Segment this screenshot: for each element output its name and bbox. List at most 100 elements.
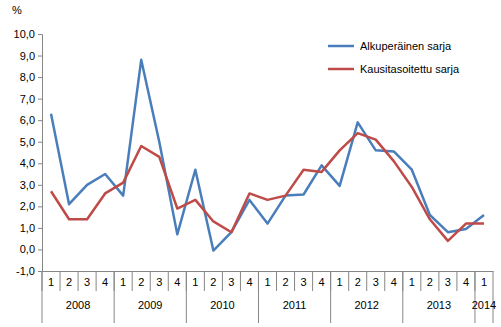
chart: -1,00,01,02,03,04,05,06,07,08,09,010,012…	[0, 0, 501, 327]
x-tick: 2	[138, 271, 144, 288]
group-label: 2009	[138, 299, 162, 311]
y-tick-label: 4,0	[20, 157, 35, 169]
x-separators	[42, 271, 493, 323]
group-label: 2014	[472, 299, 496, 311]
x-tick-label: 3	[445, 276, 451, 288]
y-tick: 10,0	[14, 28, 42, 40]
group-separator	[330, 271, 331, 323]
series-line	[51, 60, 484, 251]
x-tick-label: 3	[228, 276, 234, 288]
y-tick-mark	[38, 185, 42, 186]
x-separator	[312, 271, 313, 291]
x-tick-label: 2	[138, 276, 144, 288]
y-tick: 6,0	[20, 114, 42, 126]
x-tick-label: 3	[156, 276, 162, 288]
legend-item: Alkuperäinen sarja	[328, 40, 452, 52]
x-separator	[438, 271, 439, 291]
x-tick: 1	[264, 271, 270, 288]
legend: Alkuperäinen sarja Kausitasoitettu sarja	[328, 40, 460, 75]
x-tick: 4	[319, 271, 325, 288]
group-separator	[42, 271, 43, 323]
y-tick-label: -1,0	[16, 265, 35, 277]
x-tick-label: 1	[264, 276, 270, 288]
x-tick: 3	[228, 271, 234, 288]
series-line	[51, 133, 484, 241]
x-tick: 1	[48, 271, 54, 288]
y-tick-mark	[38, 99, 42, 100]
x-tick-label: 4	[391, 276, 397, 288]
y-tick-mark	[38, 249, 42, 250]
x-separator	[294, 271, 295, 291]
x-tick-label: 4	[246, 276, 252, 288]
y-tick-mark	[38, 34, 42, 35]
x-tick: 2	[66, 271, 72, 288]
group-separator	[258, 271, 259, 323]
y-tick-mark	[38, 77, 42, 78]
group-separator	[402, 271, 403, 323]
x-tick: 4	[246, 271, 252, 288]
x-tick-label: 2	[282, 276, 288, 288]
x-separator	[204, 271, 205, 291]
x-tick: 4	[174, 271, 180, 288]
x-tick: 1	[337, 271, 343, 288]
y-axis-line	[38, 35, 43, 272]
x-separator	[222, 271, 223, 291]
x-tick-label: 1	[409, 276, 415, 288]
x-separator	[384, 271, 385, 291]
y-tick: 1,0	[20, 222, 42, 234]
x-tick: 1	[192, 271, 198, 288]
y-tick-mark	[38, 163, 42, 164]
x-tick-label: 4	[174, 276, 180, 288]
x-tick: 3	[445, 271, 451, 288]
y-tick-label: 3,0	[20, 179, 35, 191]
group-label: 2011	[283, 299, 307, 311]
x-separator	[456, 271, 457, 291]
y-tick-label: 9,0	[20, 50, 35, 62]
y-tick-label: 6,0	[20, 114, 35, 126]
x-tick: 3	[84, 271, 90, 288]
y-tick-mark	[38, 142, 42, 143]
x-axis-line	[43, 271, 494, 272]
y-tick: 7,0	[20, 93, 42, 105]
legend-item: Kausitasoitettu sarja	[328, 63, 460, 75]
y-axis-title: %	[12, 4, 22, 16]
y-axis: -1,00,01,02,03,04,05,06,07,08,09,010,0	[14, 28, 43, 277]
x-tick: 2	[282, 271, 288, 288]
y-tick-label: 10,0	[14, 28, 35, 40]
x-separator	[132, 271, 133, 291]
x-tick-label: 4	[463, 276, 469, 288]
y-tick: 4,0	[20, 157, 42, 169]
x-separator	[276, 271, 277, 291]
x-tick: 3	[373, 271, 379, 288]
x-tick-label: 4	[319, 276, 325, 288]
legend-swatch	[328, 68, 354, 71]
x-separator	[348, 271, 349, 291]
y-tick: 2,0	[20, 200, 42, 212]
y-tick: 0,0	[20, 243, 42, 255]
y-tick-mark	[38, 228, 42, 229]
x-tick: 2	[355, 271, 361, 288]
x-tick: 4	[102, 271, 108, 288]
y-tick: -1,0	[16, 265, 42, 277]
x-separator	[240, 271, 241, 291]
x-separator	[78, 271, 79, 291]
x-tick: 1	[481, 271, 487, 288]
group-separator	[186, 271, 187, 323]
x-tick-label: 1	[481, 276, 487, 288]
group-label: 2010	[210, 299, 234, 311]
x-separator	[96, 271, 97, 291]
group-separator	[114, 271, 115, 323]
x-tick-label: 2	[210, 276, 216, 288]
x-separator	[168, 271, 169, 291]
y-tick: 5,0	[20, 136, 42, 148]
y-tick-label: 2,0	[20, 200, 35, 212]
x-tick: 4	[463, 271, 469, 288]
y-tick-label: 7,0	[20, 93, 35, 105]
legend-label: Kausitasoitettu sarja	[360, 63, 460, 75]
x-tick-label: 1	[120, 276, 126, 288]
y-tick-label: 5,0	[20, 136, 35, 148]
y-tick-mark	[38, 271, 42, 272]
x-tick-label: 4	[102, 276, 108, 288]
legend-label: Alkuperäinen sarja	[360, 40, 452, 52]
x-separator	[366, 271, 367, 291]
